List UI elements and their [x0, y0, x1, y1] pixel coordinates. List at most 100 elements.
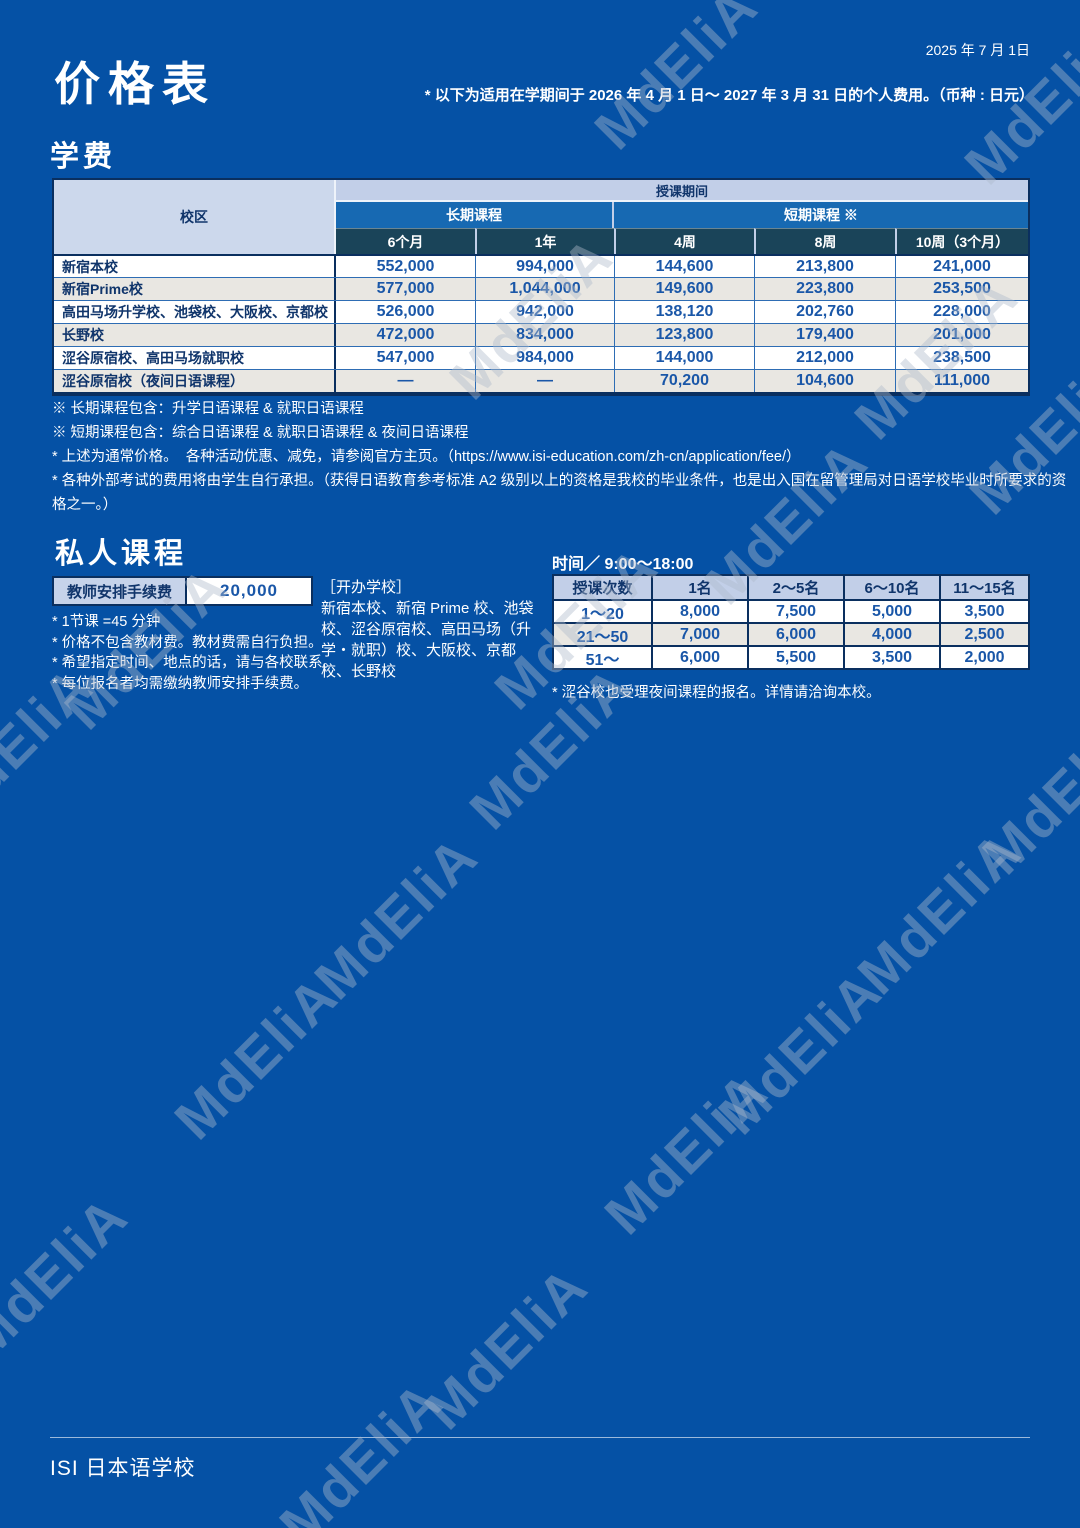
price-cell: 104,600 [754, 370, 895, 392]
watermark: MdEliA [706, 958, 894, 1147]
col-header-4weeks: 4周 [614, 228, 754, 254]
watermark: MdEliA [592, 1058, 780, 1247]
price-cell: 552,000 [376, 257, 435, 275]
private-price-table: 授课次数 1名 2～5名 6～10名 11～15名 1～20 8,000 7,5… [552, 574, 1030, 670]
price-cell: 228,000 [895, 301, 1028, 323]
school-name-cell: 新宿本校 [54, 256, 336, 277]
watermark: MdEliA [845, 818, 1033, 1007]
price-cell: 526,000 [376, 303, 435, 320]
school-name-cell: 涩谷原宿校、高田马场就职校 [54, 347, 336, 369]
lessons-range-cell: 21～50 [554, 624, 651, 646]
table-row: 涩谷原宿校、高田马场就职校 547,000 984,000 144,000 21… [54, 346, 1028, 369]
school-name-cell: 涩谷原宿校（夜间日语课程） [54, 370, 336, 392]
price-cell: 238,500 [895, 347, 1028, 369]
note-line: * 价格不包含教材费。教材费需自行负担。 [52, 634, 323, 651]
short-term-header-cell: 短期课程 ※ [614, 202, 1028, 228]
price-cell: 201,000 [895, 324, 1028, 346]
price-cell: 6,000 [747, 624, 843, 645]
note-line: * 1节课 =45 分钟 [52, 614, 161, 630]
tuition-section-title: 学费 [50, 141, 117, 173]
school-name-footer: ISI 日本语学校 [50, 1457, 196, 1480]
group-size-header: 6～10名 [843, 576, 939, 599]
available-schools-list: 新宿本校、新宿 Prime 校、池袋校、涩谷原宿校、高田马场（升学・就职）校、大… [321, 600, 534, 680]
price-cell: 7,000 [651, 624, 747, 645]
campus-header-cell: 校区 [54, 180, 336, 254]
time-range-label: 时间／ 9:00～18:00 [552, 556, 694, 573]
lessons-count-header: 授课次数 [554, 576, 651, 599]
note-line: * 上述为通常价格。 各种活动优惠、减免，请参阅官方主页。（https://ww… [52, 449, 801, 465]
note-line: * 各种外部考试的费用将由学生自行承担。（获得日语教育参考标准 A2 级别以上的… [52, 473, 1067, 513]
group-size-header: 11～15名 [939, 576, 1028, 599]
note-line: ※ 短期课程包含：综合日语课程 & 就职日语课程 & 夜间日语课程 [52, 425, 469, 441]
shibuya-night-note: * 涩谷校也受理夜间课程的报名。详情请洽询本校。 [552, 685, 881, 701]
price-cell: 3,500 [939, 601, 1028, 622]
price-cell: 123,800 [614, 324, 754, 346]
price-cell: 70,200 [614, 370, 754, 392]
available-schools-title: ［开办学校］ [321, 579, 412, 596]
private-section-title: 私人课程 [55, 538, 188, 570]
school-name-cell: 新宿Prime校 [54, 278, 336, 300]
price-cell: 111,000 [895, 370, 1028, 392]
price-cell: 994,000 [475, 256, 614, 277]
price-cell: 212,000 [754, 347, 895, 369]
price-cell: 7,500 [747, 601, 843, 622]
table-row: 21～50 7,000 6,000 4,000 2,500 [554, 622, 1028, 646]
private-notes: * 1节课 =45 分钟 * 价格不包含教材费。教材费需自行负担。 * 希望指定… [52, 612, 337, 694]
note-line: * 希望指定时间、地点的话，请与各校联系。 [52, 655, 338, 671]
period-header-cell: 授课期间 [336, 180, 1028, 202]
issue-date: 2025 年 7 月 1日 [925, 42, 1030, 58]
col-header-6months: 6个月 [336, 228, 475, 254]
watermark: MdEliA [302, 823, 490, 1012]
price-cell: 472,000 [336, 324, 475, 346]
tuition-table: 校区 授课期间 长期课程 短期课程 ※ 6个月 1年 4周 8周 10周（3个月… [52, 178, 1030, 396]
watermark: MdEliA [0, 1183, 140, 1372]
price-cell: 144,600 [614, 256, 754, 277]
watermark: MdEliA [412, 1253, 600, 1442]
price-cell: 5,000 [843, 601, 939, 622]
price-cell: 1,044,000 [475, 278, 614, 300]
price-cell: 4,000 [843, 624, 939, 645]
price-cell: 253,500 [895, 278, 1028, 300]
price-cell: — [336, 370, 475, 392]
watermark: MdEliA [162, 963, 350, 1152]
lessons-range-cell: 1～20 [554, 601, 651, 623]
price-cell: 202,760 [754, 301, 895, 323]
table-row: 51～ 6,000 5,500 3,500 2,000 [554, 645, 1028, 669]
table-row: 新宿本校 552,000 994,000 144,600 213,800 241… [54, 254, 1028, 277]
teacher-fee-value: 20,000 [185, 578, 311, 604]
price-cell: 942,000 [475, 301, 614, 323]
price-cell: 3,500 [843, 647, 939, 668]
page-title: 价格表 [54, 58, 216, 110]
school-name-cell: 高田马场升学校、池袋校、大阪校、京都校 [54, 301, 336, 323]
price-cell: 547,000 [376, 349, 435, 366]
footer-divider [50, 1437, 1030, 1438]
table-row: 长野校 472,000 834,000 123,800 179,400 201,… [54, 323, 1028, 346]
price-cell: 179,400 [754, 324, 895, 346]
price-cell: 144,000 [614, 347, 754, 369]
lessons-range-cell: 51～ [554, 647, 651, 669]
validity-note: * 以下为适用在学期间于 2026 年 4 月 1 日～ 2027 年 3 月 … [424, 87, 1034, 104]
price-cell: 984,000 [475, 347, 614, 369]
watermark: MdEliA [267, 1368, 455, 1528]
price-cell: 834,000 [475, 324, 614, 346]
col-header-8weeks: 8周 [754, 228, 895, 254]
price-cell: 149,600 [614, 278, 754, 300]
long-term-header-cell: 长期课程 [336, 202, 614, 228]
price-cell: 2,500 [939, 624, 1028, 645]
note-line: * 每位报名者均需缴纳教师安排手续费。 [52, 675, 309, 692]
teacher-fee-label: 教师安排手续费 [54, 578, 185, 604]
group-size-header: 2～5名 [747, 576, 843, 599]
col-header-10weeks: 10周（3个月） [895, 228, 1028, 254]
price-cell: 5,500 [747, 647, 843, 668]
table-row: 新宿Prime校 577,000 1,044,000 149,600 223,8… [54, 277, 1028, 300]
price-cell: — [475, 370, 614, 392]
table-row: 高田马场升学校、池袋校、大阪校、京都校 526,000 942,000 138,… [54, 300, 1028, 323]
price-cell: 2,000 [939, 647, 1028, 668]
watermark: MdEliA [970, 698, 1080, 887]
table-row: 1～20 8,000 7,500 5,000 3,500 [554, 599, 1028, 623]
available-schools: ［开办学校］ 新宿本校、新宿 Prime 校、池袋校、涩谷原宿校、高田马场（升学… [321, 577, 543, 682]
table-header-row: 授课次数 1名 2～5名 6～10名 11～15名 [554, 576, 1028, 599]
watermark: MdEliA [582, 0, 770, 162]
school-name-cell: 长野校 [54, 324, 336, 346]
